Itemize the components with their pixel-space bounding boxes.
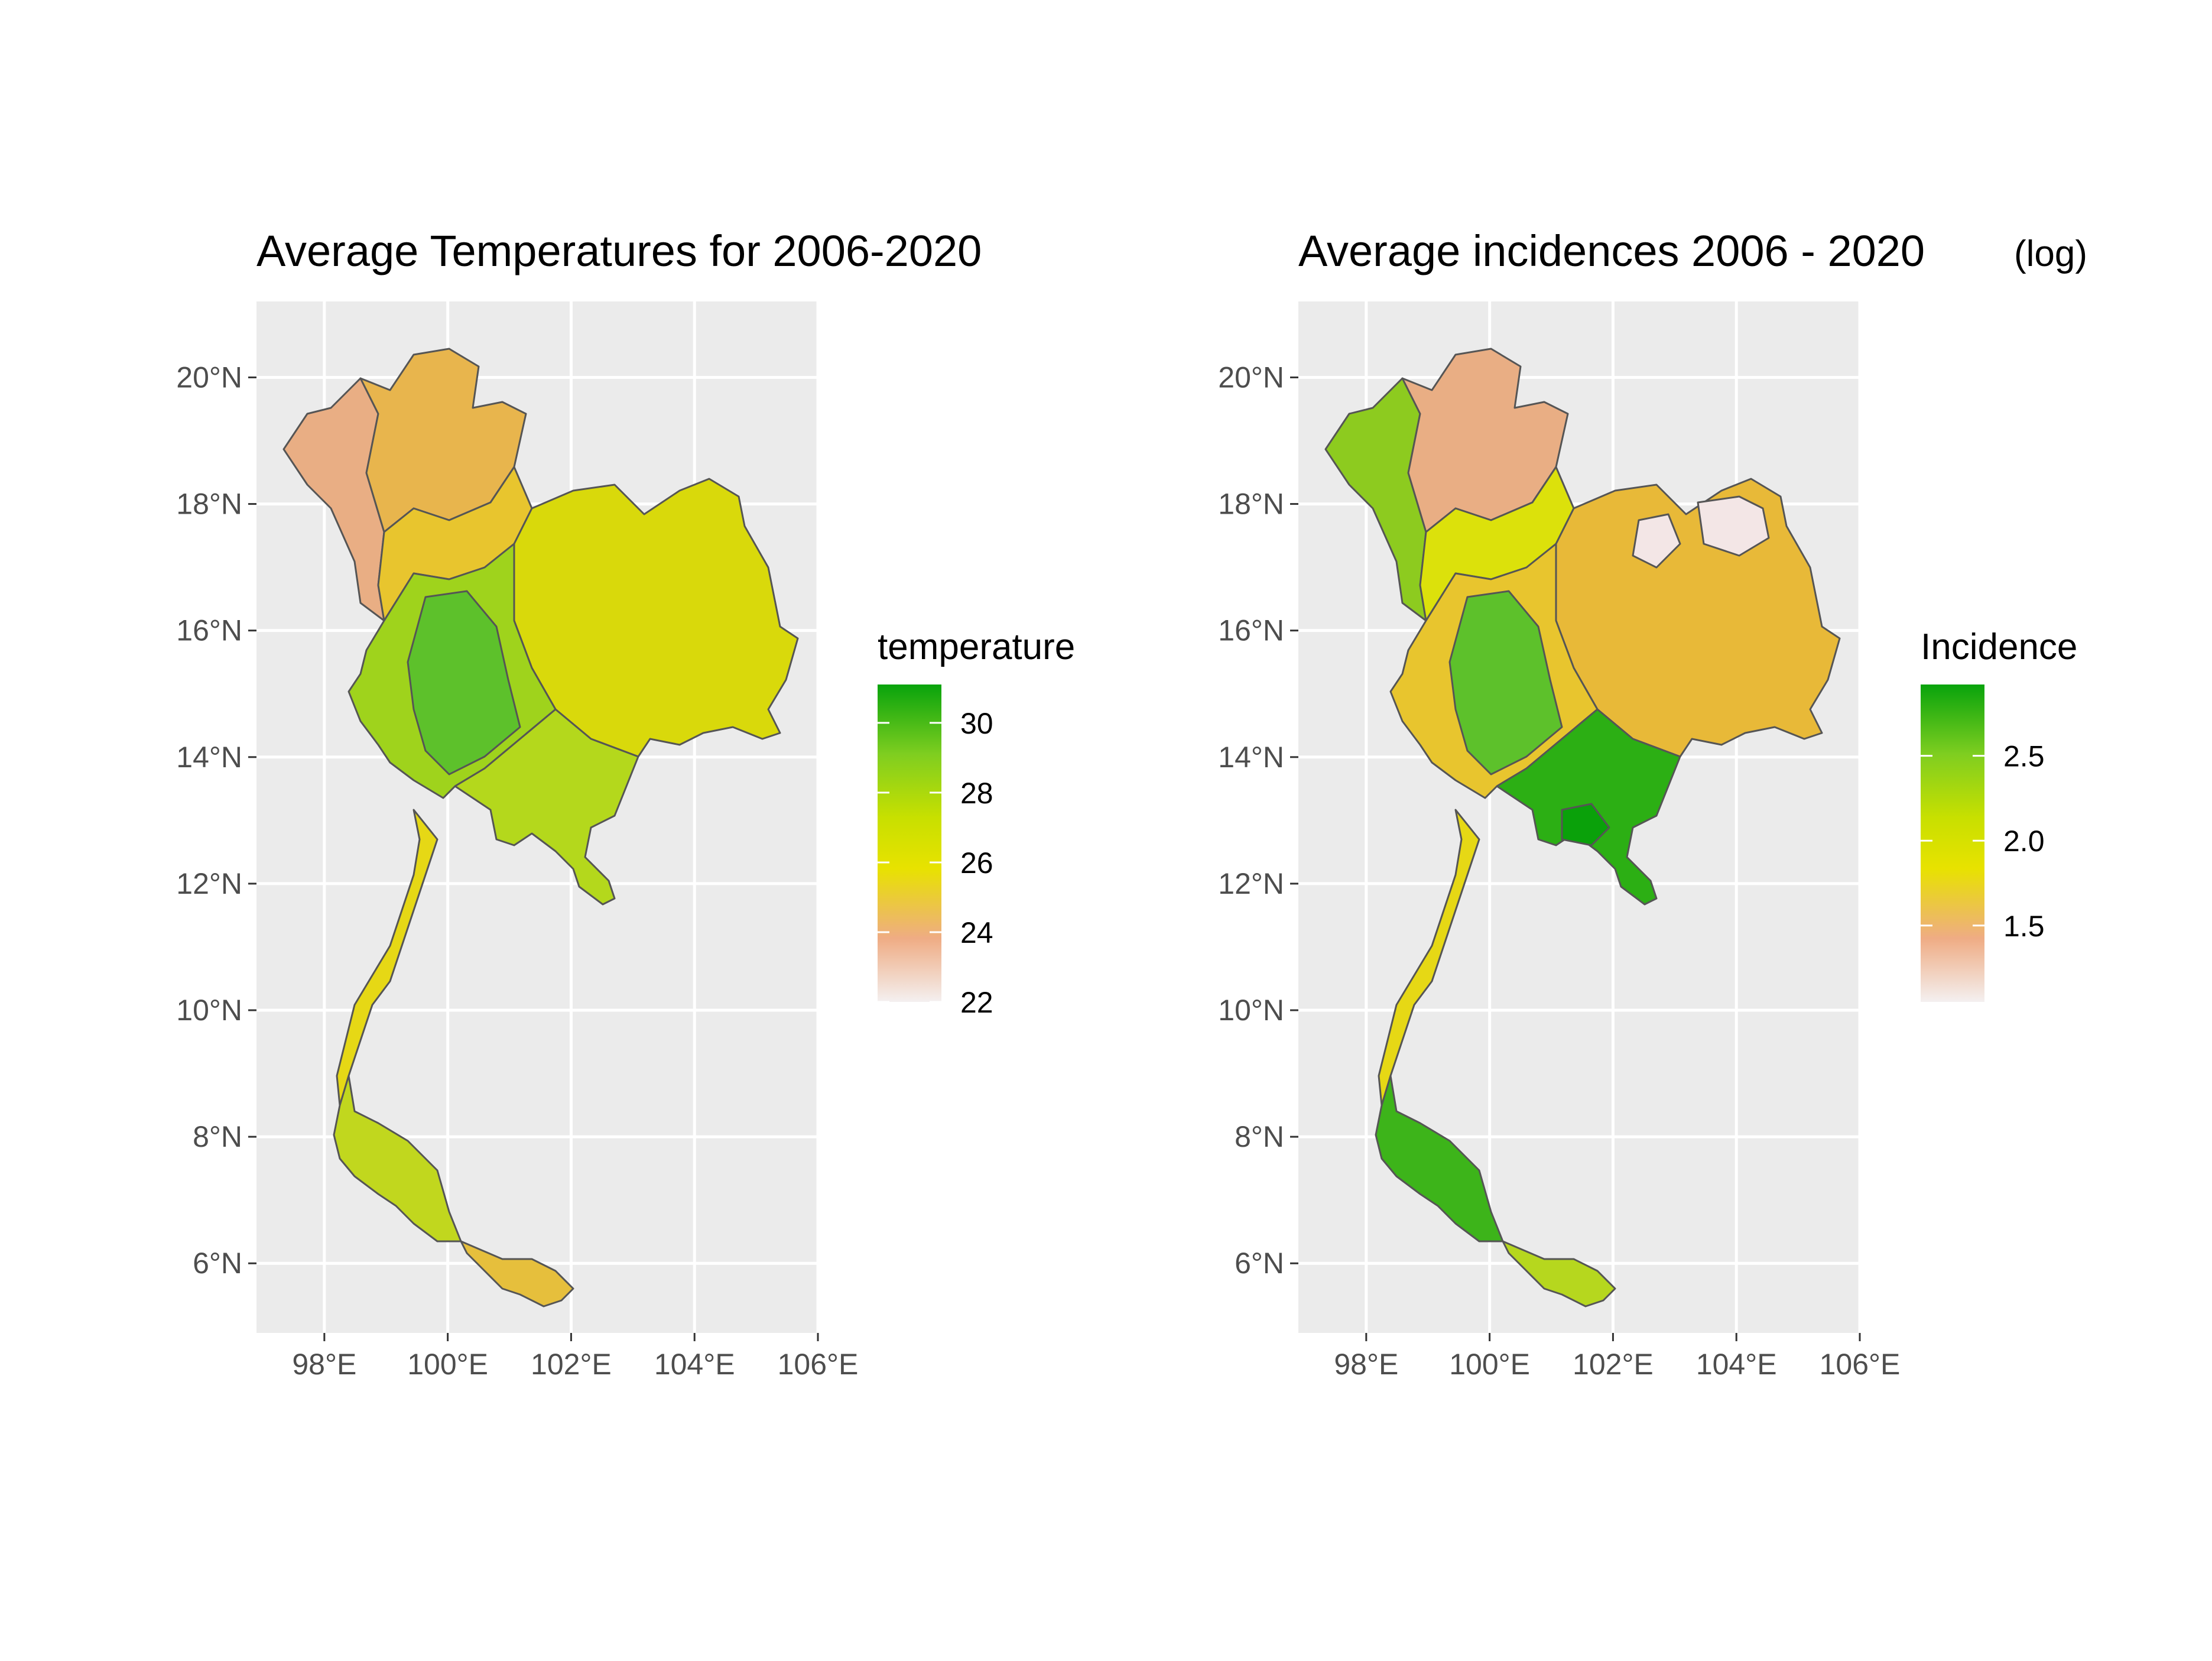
y-tick-label: 18°N [176,488,242,521]
legend-title: temperature [878,627,1075,667]
y-tick-label: 16°N [1218,614,1284,647]
x-tick-label: 102°E [1573,1348,1654,1381]
region-central [1448,590,1563,776]
region-north [1401,348,1569,533]
y-tick-label: 12°N [176,867,242,900]
thailand-map [1324,348,1841,1308]
legend-tick-label: 28 [960,777,993,810]
y-tick-label: 16°N [176,614,242,647]
y-tick-label: 8°N [1235,1120,1284,1153]
legend-title: Incidence [1921,627,2077,667]
legend-tick-label: 30 [960,707,993,740]
thailand-map [282,348,799,1308]
x-tick-label: 98°E [1334,1348,1398,1381]
y-tick-label: 6°N [193,1247,242,1280]
y-tick-label: 10°N [176,994,242,1027]
y-tick-label: 20°N [176,361,242,394]
region-east-dark [1561,803,1610,846]
legend-tick-label: 24 [960,916,993,949]
x-tick-label: 104°E [1696,1348,1777,1381]
color-bar [878,684,941,1002]
y-tick-label: 20°N [1218,361,1284,394]
x-tick-label: 100°E [1449,1348,1530,1381]
panel-title: Average Temperatures for 2006-2020 [256,226,982,275]
region-north-east-pale [1632,513,1681,569]
x-tick-label: 102°E [531,1348,612,1381]
x-axis: 98°E 100°E 102°E 104°E 106°E [1334,1333,1900,1381]
x-tick-label: 100°E [407,1348,488,1381]
incidence-map-panel: Average incidences 2006 - 2020 (log) 98°… [1218,226,2087,1381]
panel-title-suffix: (log) [2014,233,2087,274]
region-south [1375,1075,1504,1242]
legend-tick-label: 2.5 [2003,740,2045,773]
region-south [333,1075,462,1242]
region-south-tip [460,1240,574,1308]
map-shape [282,348,799,1308]
y-tick-label: 14°N [176,741,242,774]
y-tick-label: 6°N [1235,1247,1284,1280]
temperature-map-panel: Average Temperatures for 2006-2020 98°E 1… [176,226,1075,1381]
x-tick-label: 104°E [654,1348,735,1381]
region-east [454,708,639,906]
color-bar [1921,684,1984,1002]
x-tick-label: 106°E [778,1348,859,1381]
region-north-east-pale [1697,495,1770,557]
x-tick-label: 106°E [1820,1348,1901,1381]
legend-tick-label: 26 [960,846,993,880]
region-central [407,590,521,776]
y-axis: 6°N 8°N 10°N 12°N 14°N 16°N 18°N 20°N [176,361,256,1280]
panel-title: Average incidences 2006 - 2020 [1298,226,1925,275]
x-tick-label: 98°E [292,1348,356,1381]
y-tick-label: 18°N [1218,488,1284,521]
legend: temperature 30 28 26 24 22 [878,627,1075,1019]
region-south-tip [1502,1240,1616,1308]
map-shape [1324,348,1841,1308]
legend: Incidence 2.5 2.0 1.5 [1921,627,2077,1002]
y-tick-label: 8°N [193,1120,242,1153]
y-tick-label: 14°N [1218,741,1284,774]
legend-tick-label: 1.5 [2003,910,2045,943]
region-north [359,348,527,533]
y-tick-label: 10°N [1218,994,1284,1027]
x-axis: 98°E 100°E 102°E 104°E 106°E [292,1333,858,1381]
legend-tick-label: 2.0 [2003,825,2045,858]
y-axis: 6°N 8°N 10°N 12°N 14°N 16°N 18°N 20°N [1218,361,1298,1280]
y-tick-label: 12°N [1218,867,1284,900]
legend-tick-label: 22 [960,986,993,1019]
